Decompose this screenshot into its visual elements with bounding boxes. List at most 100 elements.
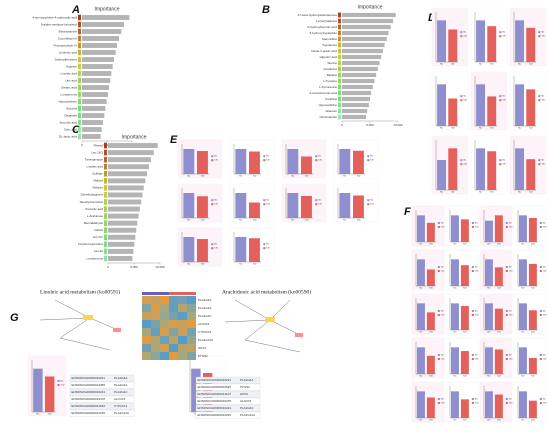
heatmap-cell (142, 352, 151, 360)
x-tick-label: 7.500 (103, 143, 111, 147)
gene-id: ENSRNOG00000012236 (72, 411, 106, 415)
legend-swatch (211, 159, 214, 162)
x-tick-label: NC (420, 288, 423, 290)
bar (484, 347, 493, 374)
legend-label: NC (502, 32, 505, 34)
x-tick-label: NC (420, 332, 423, 334)
x-tick-label: T2D (497, 420, 501, 422)
legend-label: T2D (502, 100, 506, 102)
heatmap-cell (160, 352, 169, 360)
x-tick-label: NC (454, 376, 457, 378)
heatmap-cell (142, 344, 151, 352)
legend-swatch (460, 35, 463, 38)
legend-swatch (460, 95, 463, 98)
color-key (338, 66, 341, 72)
heatmap-cell (160, 344, 169, 352)
legend-label: T2D (502, 36, 506, 38)
heatmap-cell (151, 336, 160, 344)
color-key (78, 21, 81, 28)
bar (450, 215, 459, 242)
x-tick-label: NC (522, 420, 525, 422)
bar (494, 349, 503, 374)
color-key (78, 84, 81, 91)
legend-label: NC (509, 355, 512, 357)
heatmap-cell (187, 344, 196, 352)
x-tick-label: NC (488, 332, 491, 334)
x-tick-label: NC (518, 64, 521, 66)
legend-swatch (471, 270, 474, 272)
heatmap-cell (142, 336, 151, 344)
row-label: Linoleic acid (86, 165, 103, 169)
legend-swatch (538, 99, 541, 102)
legend-swatch (437, 222, 440, 224)
bar (82, 78, 111, 83)
heatmap-cell (151, 352, 160, 360)
legend-swatch (538, 159, 541, 162)
gene-id: ENSRNOG00000019478 (198, 399, 232, 403)
legend-swatch (539, 310, 542, 312)
enzyme-box (83, 315, 93, 320)
row-label: Tetrahydrocortisol (79, 200, 103, 204)
bar (494, 215, 503, 242)
x-tick-label: T2D (463, 244, 467, 246)
legend-swatch (539, 358, 542, 360)
x-tick-label: NC (420, 376, 423, 378)
gene-id: ENSRNOG00000010291 (72, 376, 106, 380)
legend-label: NC (370, 156, 373, 158)
bar (44, 376, 55, 412)
bar (526, 159, 536, 190)
legend-label: T2D (463, 100, 467, 102)
row-label: Linoleic acid (60, 71, 77, 75)
bar (235, 237, 247, 262)
pathway-title: Linoleic acid metabolism (ko00591) (40, 288, 120, 295)
row-label: Oleamide (64, 113, 77, 117)
heatmap-cell (169, 304, 178, 312)
legend-label: T2D (509, 403, 513, 405)
row-label: Indole-3-acetic acid (311, 49, 337, 53)
bar (342, 96, 370, 102)
x-tick-label: T2D (490, 128, 494, 130)
panel-label: B (262, 4, 270, 16)
color-key (104, 163, 107, 170)
row-label: Tanespimycin (85, 157, 104, 161)
row-label: Nicotinamide (320, 115, 338, 119)
bar (460, 265, 469, 286)
row-label: Benzaldehyde (84, 221, 103, 225)
legend-swatch (539, 398, 542, 400)
legend-swatch (539, 226, 542, 228)
legend-swatch (437, 398, 440, 400)
x-tick-label: NC (518, 128, 521, 130)
bar (426, 312, 435, 330)
x-tick-label: NC (522, 376, 525, 378)
legend-swatch (499, 99, 502, 102)
heatmap-cell (160, 320, 169, 328)
legend-swatch (471, 226, 474, 228)
x-tick-label: T2D (490, 64, 494, 66)
legend-label: T2D (543, 403, 547, 405)
legend-label: NC (509, 223, 512, 225)
color-key (104, 142, 107, 149)
x-tick-label: T2D (529, 64, 533, 66)
heatmap-cell (151, 304, 160, 312)
bar (494, 394, 503, 418)
row-label: Spermidine (322, 37, 338, 41)
heatmap-cell (178, 328, 187, 336)
legend-label: NC (475, 311, 478, 313)
legend-swatch (315, 159, 318, 162)
legend-swatch (263, 247, 266, 250)
row-label: Melanin (92, 186, 103, 190)
heatmap-cell (178, 304, 187, 312)
bar (518, 303, 527, 330)
legend-swatch (471, 266, 474, 268)
bar (450, 303, 459, 330)
legend-label: NC (475, 223, 478, 225)
bar (82, 113, 105, 118)
legend-label: T2D (475, 403, 479, 405)
legend-label: T2D (441, 271, 445, 273)
row-label: Cucurbitacin II (58, 36, 77, 40)
bar (526, 27, 536, 62)
heatmap-cell (160, 312, 169, 320)
legend-label: NC (463, 160, 466, 162)
color-key (338, 114, 341, 120)
legend-swatch (315, 155, 318, 158)
